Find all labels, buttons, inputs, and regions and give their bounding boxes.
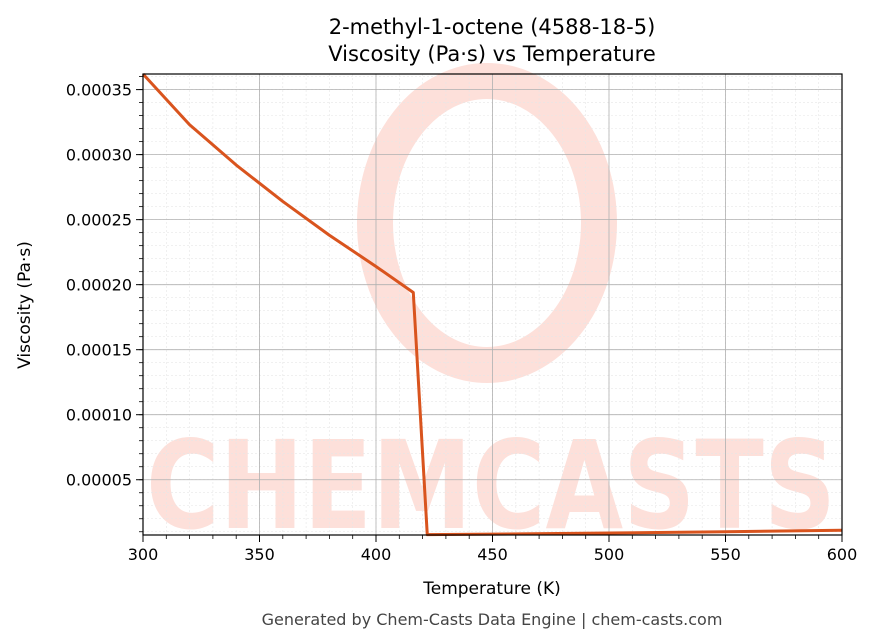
- y-tick-label: 0.00015: [66, 341, 132, 360]
- y-tick-label: 0.00005: [66, 471, 132, 490]
- x-tick-label: 450: [477, 545, 508, 564]
- x-axis-ticks: 300 350 400 450 500 550 600: [128, 535, 858, 564]
- chart-title: 2-methyl-1-octene (4588-18-5): [329, 15, 656, 39]
- y-axis-label: Viscosity (Pa·s): [15, 241, 35, 369]
- series-line: [141, 72, 843, 537]
- x-tick-label: 300: [128, 545, 159, 564]
- x-tick-label: 400: [361, 545, 392, 564]
- footer-credit: Generated by Chem-Casts Data Engine | ch…: [262, 610, 723, 629]
- x-tick-label: 350: [244, 545, 275, 564]
- y-tick-label: 0.00010: [66, 406, 132, 425]
- x-tick-label: 500: [594, 545, 625, 564]
- y-axis-ticks: 0.00005 0.00010 0.00015 0.00020 0.00025 0.000…: [66, 76, 143, 533]
- x-tick-label: 600: [827, 545, 858, 564]
- grid-major: [142, 74, 843, 535]
- y-tick-label: 0.00025: [66, 211, 132, 230]
- watermark-logo-ring: [357, 63, 617, 383]
- x-axis-label: Temperature (K): [422, 579, 561, 599]
- watermark-text: CHEMCASTS: [146, 415, 836, 557]
- y-tick-label: 0.00035: [66, 81, 132, 100]
- y-tick-label: 0.00030: [66, 146, 132, 165]
- chart-subtitle: Viscosity (Pa·s) vs Temperature: [328, 42, 656, 66]
- x-tick-label: 550: [710, 545, 741, 564]
- y-tick-label: 0.00020: [66, 276, 132, 295]
